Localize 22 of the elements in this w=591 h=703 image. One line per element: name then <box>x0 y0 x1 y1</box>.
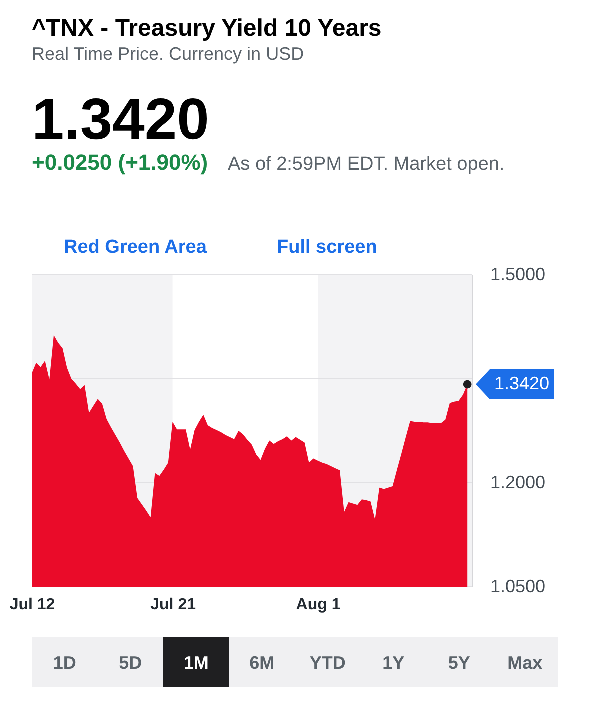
text: Red Green Area <box>64 237 208 258</box>
text: 1Y <box>382 653 405 673</box>
text: 1.3420 <box>32 87 210 152</box>
text: YTD <box>310 653 346 673</box>
text: Max <box>508 653 543 673</box>
chart-title: ^TNX - Treasury Yield 10 Years <box>32 15 382 42</box>
text: 1.3420 <box>494 374 550 394</box>
text: Full screen <box>277 237 378 258</box>
text: 6M <box>250 653 275 673</box>
y-tick-label: 1.2000 <box>490 472 546 492</box>
text: 1D <box>53 653 76 673</box>
text: 5D <box>119 653 142 673</box>
text: +0.0250 (+1.90%) <box>32 150 208 175</box>
x-tick-label: Jul 12 <box>10 596 56 614</box>
chart-subtitle: Real Time Price. Currency in USD <box>32 44 304 64</box>
y-tick-label: 1.0500 <box>490 576 546 596</box>
x-tick-label: Jul 21 <box>150 596 196 614</box>
text: 5Y <box>448 653 470 673</box>
text: As of 2:59PM EDT. Market open. <box>228 154 505 175</box>
text: 1M <box>184 653 209 673</box>
y-tick-label: 1.5000 <box>490 264 546 284</box>
x-tick-label: Aug 1 <box>296 596 341 614</box>
